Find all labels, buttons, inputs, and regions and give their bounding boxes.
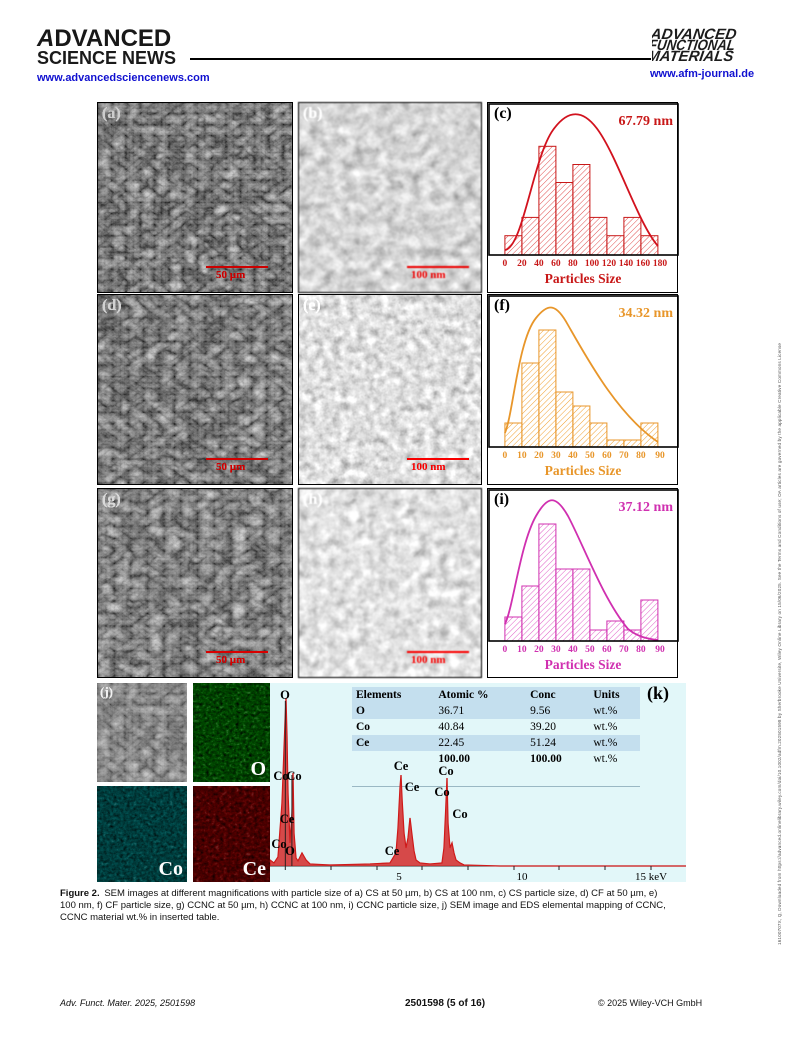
svg-text:Co: Co [452, 807, 467, 821]
svg-text:90: 90 [655, 645, 665, 655]
svg-text:40: 40 [534, 259, 544, 269]
svg-text:30: 30 [551, 451, 561, 461]
svg-text:60: 60 [602, 645, 612, 655]
svg-text:20: 20 [517, 259, 527, 269]
svg-text:40: 40 [568, 645, 578, 655]
svg-text:120: 120 [602, 259, 617, 269]
svg-text:Ce: Ce [280, 812, 295, 826]
svg-text:60: 60 [551, 259, 561, 269]
svg-text:70: 70 [619, 451, 629, 461]
svg-text:Ce: Ce [385, 844, 400, 858]
svg-text:50: 50 [585, 451, 595, 461]
svg-text:20: 20 [534, 451, 544, 461]
svg-text:10: 10 [517, 451, 527, 461]
svg-text:40: 40 [568, 451, 578, 461]
svg-text:80: 80 [568, 259, 578, 269]
svg-text:0: 0 [503, 645, 508, 655]
svg-text:Co: Co [434, 785, 449, 799]
svg-text:80: 80 [636, 451, 646, 461]
svg-text:90: 90 [655, 451, 665, 461]
svg-text:10: 10 [517, 871, 529, 882]
svg-text:80: 80 [636, 645, 646, 655]
svg-text:15 keV: 15 keV [635, 871, 667, 882]
svg-text:0: 0 [503, 451, 508, 461]
svg-text:160: 160 [636, 259, 651, 269]
svg-text:140: 140 [619, 259, 634, 269]
svg-text:Particles Size: Particles Size [545, 271, 622, 286]
svg-text:5: 5 [396, 871, 402, 882]
svg-text:50: 50 [585, 645, 595, 655]
svg-text:20: 20 [534, 645, 544, 655]
svg-text:34.32 nm: 34.32 nm [619, 306, 674, 321]
svg-text:O: O [280, 688, 290, 702]
svg-text:70: 70 [619, 645, 629, 655]
svg-text:O: O [285, 844, 295, 858]
svg-text:0: 0 [503, 259, 508, 269]
svg-text:Co: Co [438, 764, 453, 778]
svg-text:30: 30 [551, 645, 561, 655]
svg-text:60: 60 [602, 451, 612, 461]
svg-text:Co: Co [286, 769, 301, 783]
svg-text:67.79 nm: 67.79 nm [619, 114, 674, 129]
svg-text:Ce: Ce [405, 780, 420, 794]
svg-text:Particles Size: Particles Size [545, 463, 622, 478]
svg-text:Particles Size: Particles Size [545, 657, 622, 672]
svg-text:180: 180 [653, 259, 668, 269]
svg-text:37.12 nm: 37.12 nm [619, 500, 674, 515]
svg-text:100: 100 [585, 259, 600, 269]
svg-text:10: 10 [517, 645, 527, 655]
svg-text:Ce: Ce [394, 759, 409, 773]
